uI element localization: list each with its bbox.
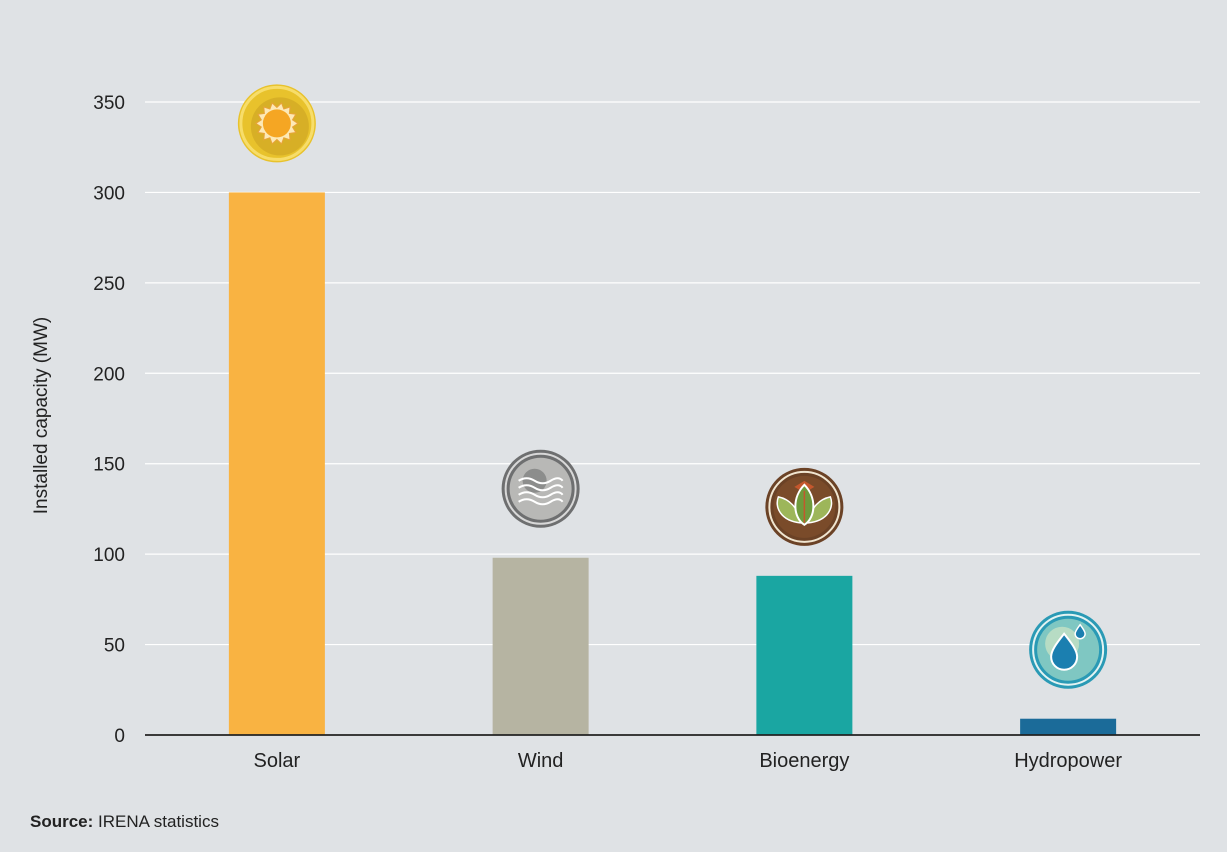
- y-tick-label: 100: [93, 545, 125, 566]
- source-label: Source:: [30, 812, 94, 831]
- leaf-icon: [765, 467, 844, 546]
- water-drop-icon: [1029, 610, 1108, 689]
- sun-icon: [237, 84, 316, 163]
- x-tick-label: Wind: [518, 750, 564, 772]
- x-tick-label: Bioenergy: [759, 750, 849, 772]
- bar-bioenergy: [756, 575, 853, 735]
- y-tick-label: 0: [114, 726, 125, 747]
- y-tick-label: 300: [93, 183, 125, 204]
- y-tick-label: 150: [93, 455, 125, 476]
- bar-wind: [492, 557, 589, 735]
- y-tick-label: 50: [104, 636, 125, 657]
- source-note: Source: IRENA statistics: [30, 812, 219, 832]
- y-tick-label: 250: [93, 274, 125, 295]
- y-tick-label: 350: [93, 93, 125, 114]
- y-tick-label: 200: [93, 364, 125, 385]
- x-tick-label: Solar: [254, 750, 301, 772]
- x-tick-label: Hydropower: [1014, 750, 1122, 772]
- source-text: IRENA statistics: [93, 812, 219, 831]
- bar-hydropower: [1020, 718, 1117, 735]
- bar-solar: [228, 192, 325, 735]
- wind-icon: [501, 449, 580, 528]
- y-axis-label: Installed capacity (MW): [31, 317, 52, 514]
